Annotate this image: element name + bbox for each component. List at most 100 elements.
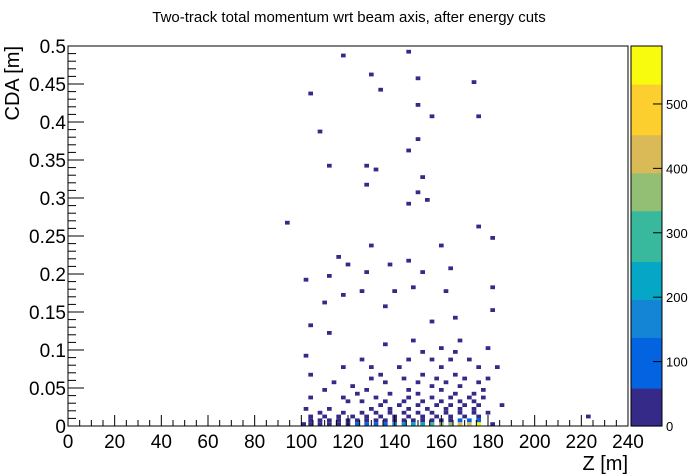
- heatmap-bin: [406, 148, 411, 153]
- heatmap-bin: [401, 410, 407, 415]
- x-tick-label: 180: [472, 432, 504, 453]
- heatmap-bin: [383, 342, 388, 347]
- heatmap-bin: [420, 175, 425, 179]
- heatmap-bin: [308, 422, 313, 426]
- heatmap-bin: [457, 418, 463, 423]
- heatmap-bin: [411, 418, 416, 423]
- heatmap-bin: [448, 418, 453, 423]
- heatmap-bin: [341, 293, 346, 297]
- heatmap-bin: [350, 414, 355, 419]
- heatmap-bin: [341, 395, 346, 400]
- plot-frame: [67, 45, 629, 427]
- heatmap-bin: [457, 338, 463, 343]
- heatmap-bin: [369, 365, 374, 369]
- heatmap-bin: [369, 376, 374, 381]
- x-axis: 0 20 40 60 80 100 120 140 160 180 200 220 240: [63, 415, 644, 453]
- colorbar-segment: [631, 261, 662, 275]
- heatmap-bin: [383, 304, 388, 309]
- heatmap-bin: [467, 357, 472, 362]
- heatmap-bin: [467, 395, 472, 400]
- colorbar-segment: [631, 312, 662, 326]
- heatmap-bin: [364, 270, 369, 274]
- heatmap-bin: [369, 72, 374, 77]
- heatmap-bin: [490, 285, 495, 290]
- heatmap-bin: [317, 129, 323, 134]
- x-tick-label: 60: [197, 432, 218, 453]
- colorbar-segment: [631, 324, 662, 338]
- heatmap-bin: [490, 236, 495, 240]
- heatmap-bin: [448, 414, 453, 419]
- heatmap-bin: [406, 49, 411, 54]
- heatmap-bin: [308, 323, 313, 328]
- colorbar-segment: [631, 362, 662, 376]
- heatmap-bin: [429, 114, 435, 119]
- heatmap-bin: [383, 418, 388, 423]
- heatmap-bin: [415, 76, 421, 81]
- heatmap-bin: [471, 399, 477, 404]
- heatmap-bin: [383, 399, 388, 404]
- heatmap-bin: [415, 190, 421, 195]
- y-tick-label: 0: [55, 417, 66, 438]
- heatmap-bin: [415, 103, 421, 107]
- colorbar-segment: [631, 71, 662, 85]
- heatmap-bin: [364, 422, 369, 426]
- colorbar: 0 100 200 300 400 500: [630, 45, 688, 434]
- heatmap-bin: [586, 414, 591, 419]
- heatmap-bin: [345, 399, 351, 404]
- heatmap-bin: [471, 80, 477, 84]
- colorbar-segment: [631, 388, 662, 402]
- x-tick-label: 80: [244, 432, 265, 453]
- heatmap-bin: [429, 357, 435, 362]
- heatmap-bin: [373, 167, 379, 172]
- colorbar-tick-label: 500: [666, 97, 688, 112]
- heatmap-bin: [411, 422, 416, 426]
- heatmap-bin: [401, 399, 407, 404]
- heatmap-bin: [415, 403, 421, 407]
- heatmap-bin: [308, 372, 313, 377]
- heatmap-bin: [327, 407, 332, 411]
- heatmap-bin: [476, 114, 481, 119]
- colorbar-segment: [631, 350, 662, 364]
- x-tick-label: 0: [63, 432, 74, 453]
- colorbar-segment: [631, 198, 662, 212]
- y-tick-label: 0.3: [40, 189, 66, 210]
- heatmap-bin: [387, 407, 393, 411]
- heatmap-bin: [453, 315, 458, 320]
- colorbar-tick-label: 100: [666, 355, 688, 370]
- heatmap-bin: [429, 410, 435, 415]
- heatmap-bin: [392, 289, 397, 293]
- heatmap-bin: [359, 357, 365, 362]
- heatmap-bin: [457, 384, 463, 388]
- heatmap-bin: [425, 407, 430, 411]
- heatmap-bin: [443, 407, 449, 411]
- heatmap-bin: [434, 376, 439, 381]
- heatmap-bin: [481, 388, 486, 392]
- colorbar-segment: [631, 236, 662, 250]
- colorbar-segment: [631, 400, 662, 414]
- heatmap-bin: [448, 422, 453, 426]
- chart-title: Two-track total momentum wrt beam axis, …: [152, 9, 545, 26]
- heatmap-bin: [462, 376, 467, 381]
- colorbar-segment: [631, 210, 662, 224]
- heatmap-bin: [406, 357, 411, 362]
- heatmap-bin: [383, 422, 388, 426]
- heatmap-bin: [443, 380, 449, 385]
- heatmap-bin: [495, 365, 500, 369]
- heatmap-bin: [420, 418, 425, 423]
- colorbar-segment: [631, 58, 662, 72]
- colorbar-segment: [631, 122, 662, 136]
- y-tick-label: 0.15: [29, 303, 66, 324]
- heatmap-bin: [373, 422, 379, 426]
- y-tick-label: 0.25: [29, 227, 66, 248]
- heatmap-bin: [373, 410, 379, 415]
- heatmap-bin: [364, 414, 369, 419]
- x-tick-label: 40: [151, 432, 172, 453]
- heatmap-bin: [364, 163, 369, 168]
- x-tick-label: 200: [519, 432, 551, 453]
- heatmap-bin: [373, 395, 379, 400]
- heatmap-bin: [415, 410, 421, 415]
- heatmap-bin: [359, 410, 365, 415]
- heatmap-bin: [453, 350, 458, 354]
- heatmap-bin: [420, 372, 425, 377]
- heatmap-bin: [327, 163, 332, 168]
